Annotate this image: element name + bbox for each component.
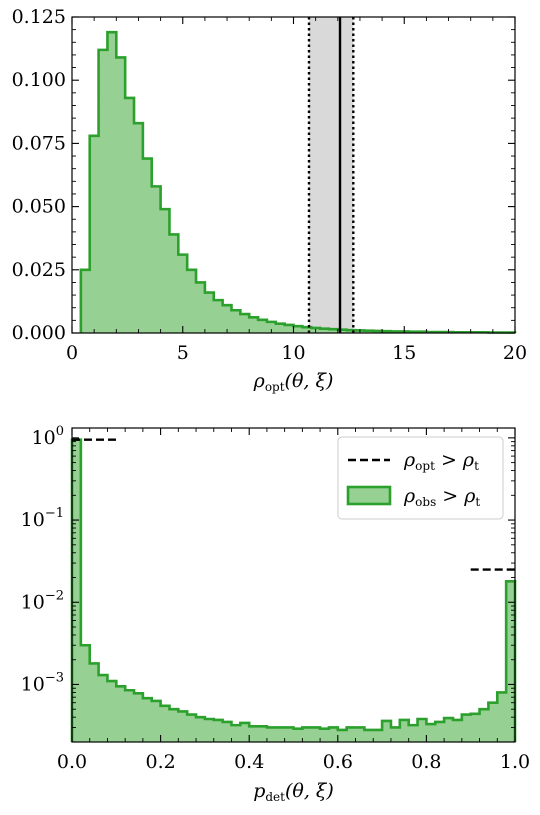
x-tick-label: 0.6 <box>323 751 353 773</box>
histogram-edge <box>79 30 517 334</box>
y-tick-label: 10−3 <box>21 670 64 695</box>
x-tick-label: 0 <box>66 342 78 364</box>
bottom-histogram-panel: 0.0 0.2 0.4 0.6 0.8 1.0 100 10−1 10−2 10−3 ρopt >… <box>21 424 530 804</box>
y-tick-label: 0.075 <box>12 132 66 154</box>
dashed-reference-lines <box>72 438 515 571</box>
x-tick-label: 20 <box>503 342 527 364</box>
y-tick-label: 10−1 <box>21 506 64 531</box>
x-tick-label: 0.4 <box>234 751 264 773</box>
x-tick-label: 0.0 <box>57 751 87 773</box>
top-panel-frame <box>71 16 516 334</box>
y-tick-label: 0.000 <box>12 322 66 344</box>
top-panel-ticks: 0 5 10 15 20 0.000 0.025 0.050 0.075 0.100 0.125 <box>12 6 528 364</box>
shaded-band <box>309 17 354 333</box>
top-x-axis-label: ρopt(θ, ξ) <box>253 370 334 394</box>
legend-entry-label: ρobs > ρt <box>403 485 480 509</box>
x-tick-label: 1.0 <box>500 751 530 773</box>
x-tick-label: 10 <box>281 342 305 364</box>
histogram-fill <box>80 32 516 333</box>
bottom-x-axis-label: pdet(θ, ξ) <box>253 780 334 804</box>
y-tick-label: 100 <box>32 424 64 449</box>
bottom-panel-frame <box>71 427 516 743</box>
x-tick-label: 0.8 <box>411 751 441 773</box>
legend-patch-swatch <box>346 485 392 506</box>
y-tick-label: 0.025 <box>12 259 66 281</box>
histogram-fill <box>72 439 515 742</box>
histogram-edge <box>70 438 517 742</box>
x-tick-label: 5 <box>177 342 189 364</box>
legend: ρopt > ρt ρobs > ρt <box>337 436 504 520</box>
x-tick-label: 0.2 <box>145 751 175 773</box>
y-tick-label: 0.050 <box>12 196 66 218</box>
y-tick-label: 0.125 <box>12 6 66 28</box>
top-histogram-panel: 0 5 10 15 20 0.000 0.025 0.050 0.075 0.100 0.125 ρ… <box>12 6 528 394</box>
x-tick-label: 15 <box>392 342 416 364</box>
legend-entry-label: ρopt > ρt <box>403 449 479 473</box>
y-tick-label: 0.100 <box>12 69 66 91</box>
y-tick-label: 10−2 <box>21 588 64 613</box>
